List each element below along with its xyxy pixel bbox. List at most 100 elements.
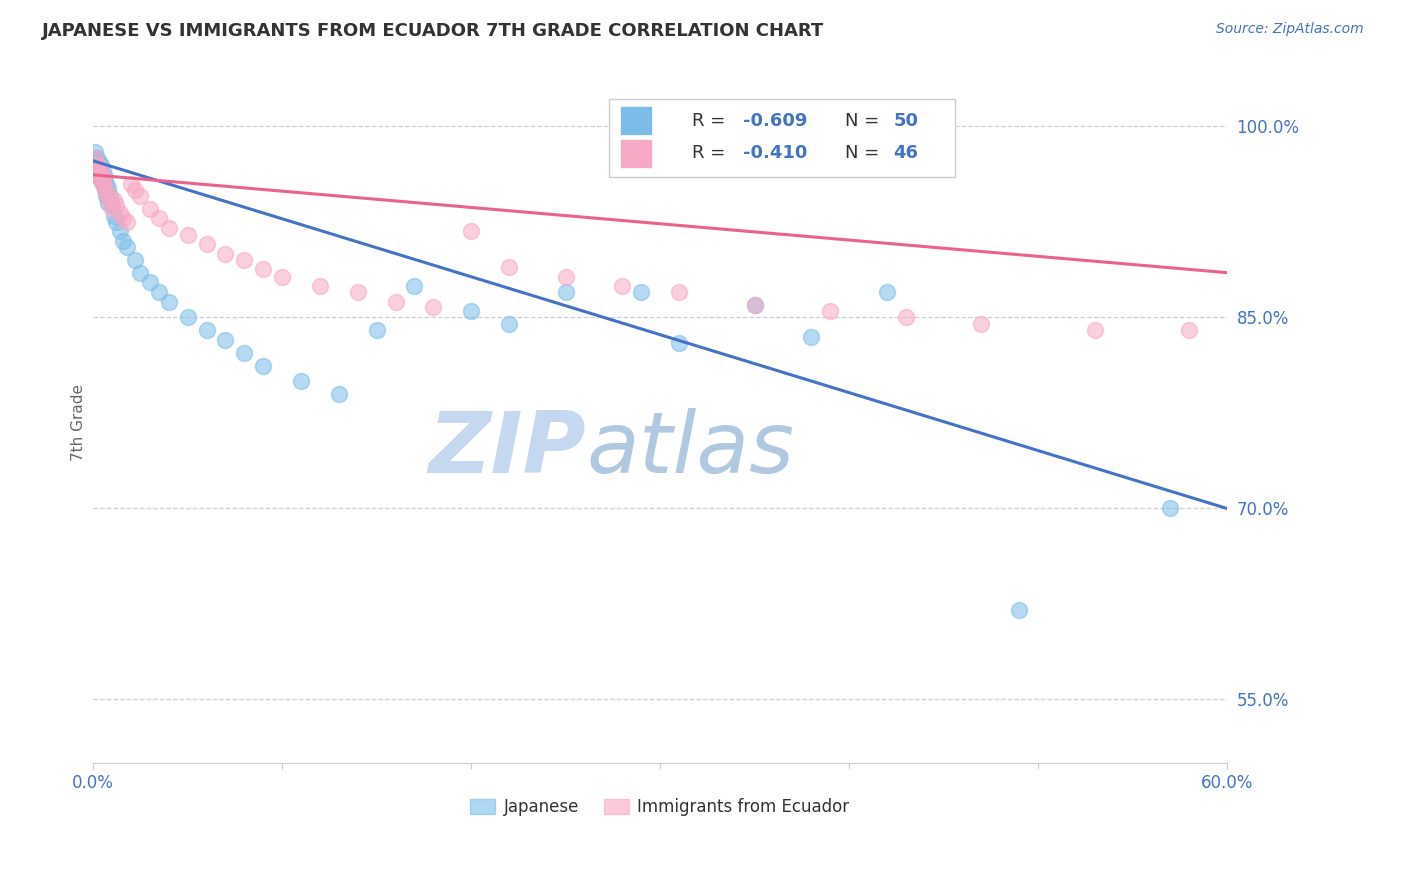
Point bbox=[554, 285, 576, 299]
Point bbox=[195, 323, 218, 337]
Point bbox=[115, 215, 138, 229]
Point bbox=[346, 285, 368, 299]
Point bbox=[139, 202, 162, 217]
Point bbox=[96, 189, 118, 203]
Point bbox=[1084, 323, 1107, 337]
Point bbox=[93, 183, 115, 197]
Point bbox=[214, 247, 236, 261]
Point bbox=[87, 160, 110, 174]
Point bbox=[1159, 501, 1181, 516]
Point bbox=[129, 266, 152, 280]
Point bbox=[97, 195, 120, 210]
Point bbox=[91, 177, 114, 191]
Text: Source: ZipAtlas.com: Source: ZipAtlas.com bbox=[1216, 22, 1364, 37]
Point bbox=[90, 168, 112, 182]
Point bbox=[91, 170, 114, 185]
Point bbox=[84, 151, 107, 165]
Point bbox=[233, 253, 256, 268]
Point bbox=[328, 387, 350, 401]
Text: -0.609: -0.609 bbox=[742, 112, 807, 129]
Point bbox=[422, 300, 444, 314]
Point bbox=[112, 234, 135, 248]
Text: ZIP: ZIP bbox=[429, 409, 586, 491]
Point bbox=[460, 224, 482, 238]
Point bbox=[120, 177, 142, 191]
Point bbox=[90, 158, 112, 172]
Point bbox=[176, 227, 198, 242]
Point bbox=[630, 285, 652, 299]
Point bbox=[86, 164, 108, 178]
Text: R =: R = bbox=[692, 112, 731, 129]
Text: 46: 46 bbox=[894, 145, 918, 162]
Point bbox=[404, 278, 426, 293]
Point bbox=[309, 278, 332, 293]
Point bbox=[93, 180, 115, 194]
Y-axis label: 7th Grade: 7th Grade bbox=[72, 384, 86, 461]
Point bbox=[101, 202, 124, 217]
Point bbox=[104, 215, 127, 229]
Point bbox=[91, 164, 114, 178]
Text: R =: R = bbox=[692, 145, 731, 162]
Point bbox=[129, 189, 152, 203]
Point bbox=[460, 304, 482, 318]
Point bbox=[800, 329, 823, 343]
Point bbox=[90, 173, 112, 187]
Point bbox=[970, 317, 993, 331]
Text: 50: 50 bbox=[894, 112, 918, 129]
Text: atlas: atlas bbox=[586, 409, 794, 491]
Point bbox=[894, 310, 917, 325]
Point bbox=[108, 206, 131, 220]
Point bbox=[97, 180, 120, 194]
Point bbox=[93, 170, 115, 185]
Point bbox=[86, 164, 108, 178]
Point bbox=[87, 160, 110, 174]
Point bbox=[498, 260, 520, 274]
Point bbox=[103, 194, 125, 208]
Point bbox=[366, 323, 388, 337]
Point bbox=[176, 310, 198, 325]
Point bbox=[84, 145, 107, 159]
Point bbox=[96, 186, 118, 200]
Point bbox=[108, 224, 131, 238]
Point bbox=[384, 295, 406, 310]
Point bbox=[96, 177, 118, 191]
Point bbox=[87, 170, 110, 185]
Point bbox=[98, 189, 121, 203]
Text: N =: N = bbox=[845, 145, 884, 162]
Point bbox=[157, 295, 180, 310]
Point bbox=[498, 317, 520, 331]
Point bbox=[195, 236, 218, 251]
Point bbox=[103, 209, 125, 223]
FancyBboxPatch shape bbox=[620, 106, 652, 135]
Point bbox=[554, 269, 576, 284]
Point bbox=[139, 275, 162, 289]
Point bbox=[86, 158, 108, 172]
Point bbox=[1008, 603, 1031, 617]
Point bbox=[90, 164, 112, 178]
Point bbox=[668, 285, 690, 299]
Point bbox=[252, 262, 274, 277]
Point bbox=[87, 168, 110, 182]
Point bbox=[744, 298, 766, 312]
Point bbox=[271, 269, 294, 284]
Legend: Japanese, Immigrants from Ecuador: Japanese, Immigrants from Ecuador bbox=[464, 791, 856, 823]
Point bbox=[86, 151, 108, 165]
Point bbox=[148, 211, 170, 226]
Point bbox=[668, 335, 690, 350]
Point bbox=[1178, 323, 1201, 337]
Point bbox=[115, 240, 138, 254]
Point bbox=[90, 173, 112, 187]
Point bbox=[91, 177, 114, 191]
Text: JAPANESE VS IMMIGRANTS FROM ECUADOR 7TH GRADE CORRELATION CHART: JAPANESE VS IMMIGRANTS FROM ECUADOR 7TH … bbox=[42, 22, 824, 40]
Point bbox=[290, 374, 312, 388]
Point bbox=[104, 198, 127, 212]
Point bbox=[101, 198, 124, 212]
Point bbox=[112, 211, 135, 226]
FancyBboxPatch shape bbox=[609, 99, 955, 178]
FancyBboxPatch shape bbox=[620, 139, 652, 168]
Text: -0.410: -0.410 bbox=[742, 145, 807, 162]
Point bbox=[876, 285, 898, 299]
Point bbox=[124, 253, 146, 268]
Point bbox=[86, 158, 108, 172]
Point bbox=[124, 183, 146, 197]
